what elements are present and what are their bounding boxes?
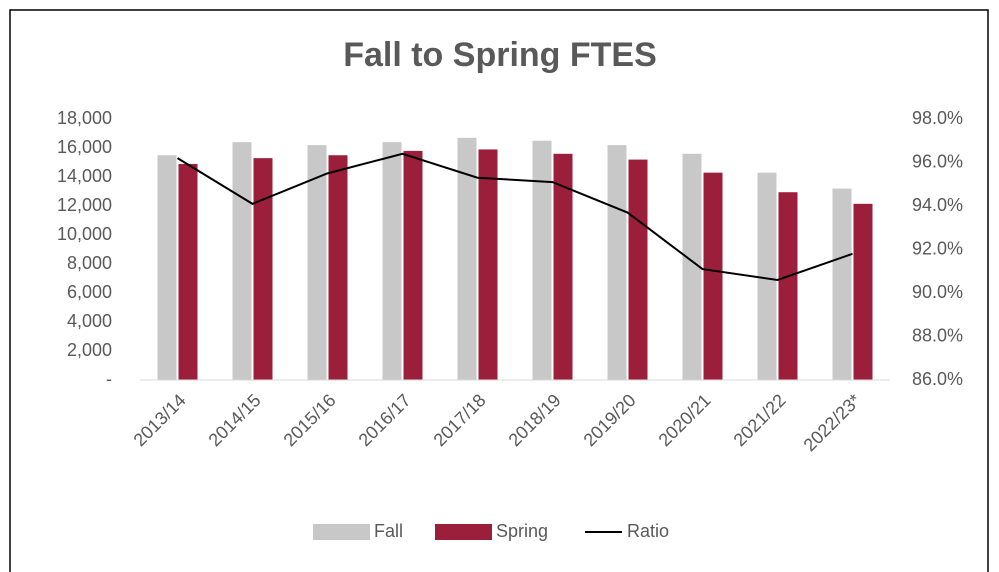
bar bbox=[457, 137, 477, 380]
bar bbox=[157, 155, 177, 380]
bar bbox=[307, 145, 327, 380]
y2-tick-label: 86.0% bbox=[912, 369, 963, 389]
y2-tick-label: 96.0% bbox=[912, 151, 963, 171]
bar bbox=[403, 150, 423, 380]
bar bbox=[703, 172, 723, 380]
y-tick-label: 12,000 bbox=[57, 195, 112, 215]
y-tick-label: 10,000 bbox=[57, 224, 112, 244]
legend-label: Fall bbox=[374, 521, 403, 541]
bar bbox=[532, 140, 552, 380]
y-tick-label: - bbox=[106, 369, 112, 389]
bar bbox=[778, 192, 798, 380]
y-tick-label: 18,000 bbox=[57, 108, 112, 128]
y-tick-label: 14,000 bbox=[57, 166, 112, 186]
bar bbox=[832, 188, 852, 380]
legend-label: Spring bbox=[496, 521, 548, 541]
y2-tick-label: 98.0% bbox=[912, 108, 963, 128]
y-tick-label: 16,000 bbox=[57, 137, 112, 157]
bar bbox=[382, 142, 402, 380]
bar bbox=[178, 163, 198, 380]
bar bbox=[682, 153, 702, 380]
bar bbox=[757, 172, 777, 380]
y2-tick-label: 94.0% bbox=[912, 195, 963, 215]
y-tick-label: 4,000 bbox=[67, 311, 112, 331]
y2-tick-label: 88.0% bbox=[912, 325, 963, 345]
y-tick-label: 6,000 bbox=[67, 282, 112, 302]
bar bbox=[553, 153, 573, 380]
bar bbox=[232, 142, 252, 380]
y-tick-label: 8,000 bbox=[67, 253, 112, 273]
bar bbox=[628, 159, 648, 380]
chart-title: Fall to Spring FTES bbox=[343, 36, 657, 74]
bar bbox=[253, 158, 273, 380]
y-tick-label: 2,000 bbox=[67, 340, 112, 360]
legend-swatch bbox=[313, 524, 370, 540]
bar bbox=[607, 145, 627, 380]
y2-tick-label: 90.0% bbox=[912, 282, 963, 302]
legend-label: Ratio bbox=[627, 521, 669, 541]
legend-swatch bbox=[435, 524, 492, 540]
bar bbox=[853, 203, 873, 380]
bar bbox=[328, 155, 348, 380]
ratio-line bbox=[176, 152, 853, 281]
y2-tick-label: 92.0% bbox=[912, 238, 963, 258]
bar bbox=[478, 149, 498, 380]
